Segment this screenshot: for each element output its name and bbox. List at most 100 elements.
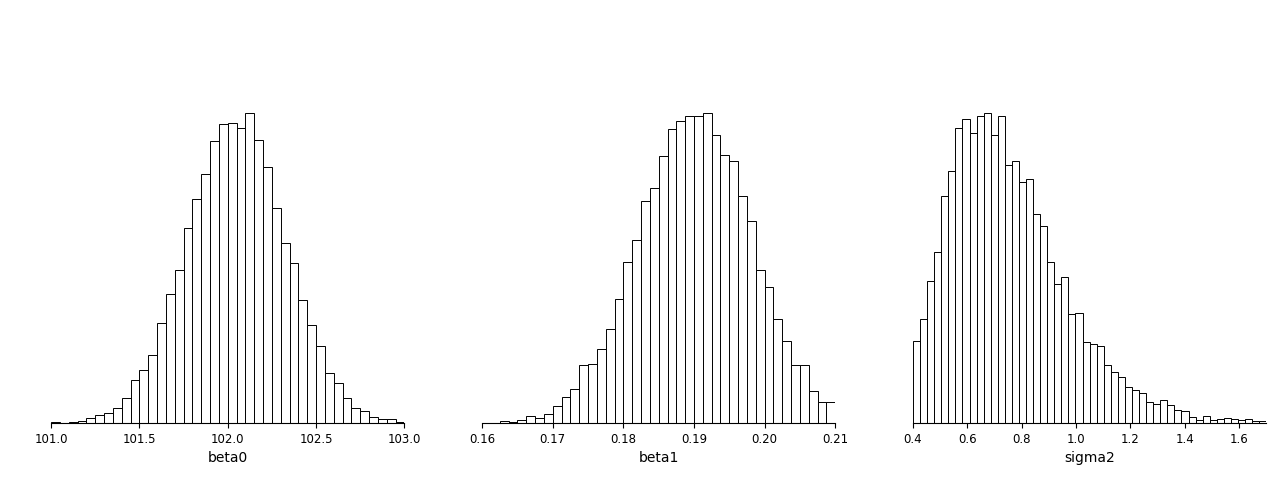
Bar bbox=[588, 364, 597, 423]
Bar bbox=[991, 135, 998, 423]
Bar bbox=[579, 365, 588, 423]
Bar bbox=[623, 262, 632, 423]
Bar bbox=[228, 123, 237, 423]
Bar bbox=[774, 319, 783, 423]
Bar bbox=[1062, 277, 1068, 423]
Bar bbox=[1202, 416, 1210, 423]
Bar bbox=[281, 243, 289, 423]
Bar bbox=[1033, 214, 1040, 423]
Bar bbox=[570, 389, 579, 423]
Bar bbox=[377, 419, 386, 423]
Bar bbox=[1054, 284, 1062, 423]
Bar bbox=[729, 161, 738, 423]
Bar bbox=[395, 422, 404, 423]
Bar bbox=[509, 422, 518, 423]
Bar bbox=[1118, 377, 1126, 423]
Bar bbox=[1196, 420, 1202, 423]
Bar bbox=[210, 141, 219, 423]
Bar bbox=[641, 201, 650, 423]
Bar bbox=[1126, 387, 1132, 423]
Bar bbox=[1140, 394, 1146, 423]
Bar bbox=[1182, 411, 1188, 423]
Bar bbox=[69, 422, 78, 423]
Bar bbox=[1019, 182, 1026, 423]
Bar bbox=[130, 380, 139, 423]
Bar bbox=[175, 270, 184, 423]
Bar bbox=[941, 196, 948, 423]
Bar bbox=[352, 408, 361, 423]
Bar bbox=[518, 420, 526, 423]
Bar bbox=[756, 270, 765, 423]
Bar bbox=[792, 365, 799, 423]
Bar bbox=[1146, 402, 1154, 423]
Bar bbox=[632, 241, 641, 423]
Bar bbox=[927, 281, 934, 423]
Bar bbox=[614, 299, 623, 423]
Bar bbox=[78, 421, 87, 423]
Bar bbox=[307, 325, 316, 423]
Bar bbox=[747, 221, 756, 423]
Bar bbox=[192, 199, 201, 423]
Bar bbox=[104, 413, 113, 423]
Bar bbox=[969, 133, 977, 423]
Bar bbox=[799, 365, 808, 423]
Bar bbox=[272, 209, 281, 423]
Bar bbox=[659, 156, 668, 423]
Bar bbox=[1174, 410, 1182, 423]
Bar bbox=[246, 113, 255, 423]
Bar bbox=[289, 263, 298, 423]
Bar bbox=[1048, 262, 1054, 423]
Bar bbox=[113, 408, 122, 423]
Bar bbox=[201, 174, 210, 423]
Bar bbox=[1110, 372, 1118, 423]
Bar bbox=[553, 406, 561, 423]
Bar bbox=[1230, 419, 1238, 423]
Bar bbox=[1104, 365, 1110, 423]
Bar bbox=[765, 287, 774, 423]
Bar bbox=[1259, 421, 1266, 423]
Bar bbox=[948, 172, 955, 423]
Bar bbox=[343, 398, 352, 423]
Bar bbox=[96, 415, 104, 423]
Bar bbox=[920, 319, 927, 423]
Bar bbox=[1012, 161, 1019, 423]
Bar bbox=[334, 383, 343, 423]
Bar bbox=[913, 340, 920, 423]
Bar bbox=[677, 122, 686, 423]
Bar bbox=[984, 113, 991, 423]
Bar bbox=[1068, 314, 1076, 423]
Bar bbox=[783, 341, 792, 423]
Bar bbox=[597, 349, 606, 423]
Bar bbox=[166, 294, 175, 423]
Bar bbox=[148, 355, 157, 423]
Bar bbox=[1210, 420, 1216, 423]
Bar bbox=[826, 402, 835, 423]
Bar bbox=[535, 418, 544, 423]
Bar bbox=[686, 116, 694, 423]
Bar bbox=[1252, 421, 1259, 423]
Bar bbox=[703, 113, 711, 423]
Bar bbox=[1224, 418, 1230, 423]
Bar bbox=[386, 419, 395, 423]
Bar bbox=[650, 188, 659, 423]
Bar bbox=[184, 228, 192, 423]
Bar bbox=[316, 346, 325, 423]
Bar bbox=[955, 127, 963, 423]
Bar bbox=[1238, 420, 1244, 423]
Bar bbox=[1168, 405, 1174, 423]
Bar bbox=[370, 417, 377, 423]
Bar bbox=[1026, 179, 1033, 423]
Bar bbox=[1082, 342, 1090, 423]
Bar bbox=[157, 323, 166, 423]
Bar bbox=[1096, 346, 1104, 423]
X-axis label: beta0: beta0 bbox=[207, 451, 248, 465]
Bar bbox=[1132, 390, 1140, 423]
Bar bbox=[711, 135, 720, 423]
Bar bbox=[1154, 404, 1160, 423]
Bar bbox=[962, 119, 969, 423]
Bar bbox=[1005, 165, 1012, 423]
Bar bbox=[298, 301, 307, 423]
Bar bbox=[1188, 417, 1196, 423]
Bar bbox=[219, 123, 228, 423]
Bar bbox=[808, 391, 817, 423]
